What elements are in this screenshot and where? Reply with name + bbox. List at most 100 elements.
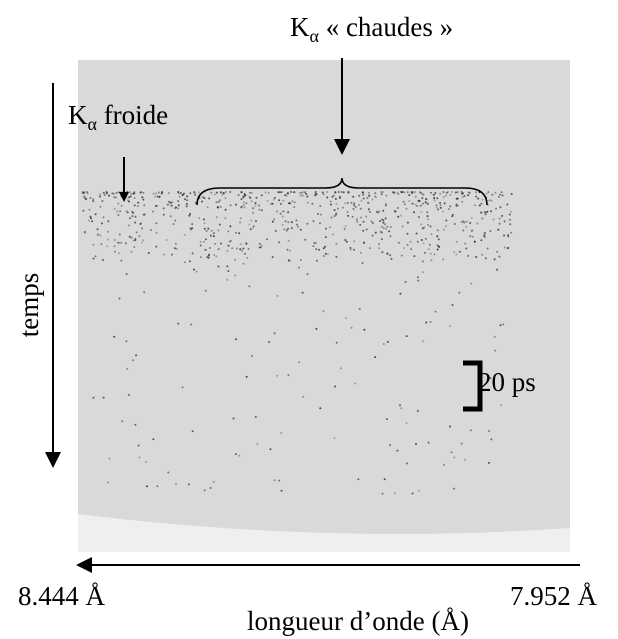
photon-dot [245,242,248,245]
photon-dot [279,202,282,205]
photon-dot [470,217,473,219]
photon-dot [228,240,231,243]
photon-dot [252,212,255,214]
photon-dot [405,422,408,424]
photon-dot [378,210,381,213]
photon-dot [435,204,438,207]
photon-dot [409,240,412,243]
photon-dot [465,220,468,223]
photon-dot [113,196,116,199]
photon-dot [128,235,131,238]
photon-dot [433,196,436,199]
photon-dot [139,191,142,194]
photon-dot [400,191,403,194]
photon-dot [114,250,117,253]
photon-dot [424,251,426,254]
photon-dot [356,220,359,223]
photon-dot [371,198,374,201]
photon-dot [216,206,219,208]
photon-dot [198,217,201,220]
photon-dot [292,191,295,194]
photon-dot [404,280,407,283]
photon-dot [509,223,512,226]
photon-dot [129,217,131,220]
photon-dot [362,191,364,194]
photon-dot [335,255,338,258]
photon-dot [290,227,293,230]
photon-dot [508,213,511,216]
photon-dot [204,238,207,241]
photon-dot [181,386,184,389]
photon-dot [188,214,191,217]
photon-dot [155,192,158,195]
photon-dot [324,245,327,248]
photon-dot [334,385,336,388]
photon-dot [239,248,242,251]
photon-dot [429,321,432,323]
photon-dot [353,248,356,251]
photon-dot [118,191,121,194]
photon-dot [345,240,348,243]
photon-dot [298,361,301,364]
photon-dot [427,218,429,221]
photon-dot [322,193,325,196]
photon-dot [249,196,252,199]
photon-dot [389,254,392,257]
photon-dot [139,222,142,225]
photon-dot [280,432,283,435]
photon-dot [335,341,338,344]
photon-dot [341,206,344,209]
photon-dot [210,229,213,232]
photon-dot [115,192,118,194]
photon-dot [85,191,88,193]
photon-dot [137,201,140,204]
photon-dot [188,260,191,263]
photon-dot [177,204,180,207]
photon-dot [410,191,413,193]
photon-dot [132,192,135,195]
photon-dot [245,375,248,378]
photon-dot [479,204,481,207]
photon-dot [335,242,338,245]
photon-dot [209,234,212,237]
photon-dot [365,228,368,231]
photon-dot [179,191,182,194]
photon-dot [127,393,130,396]
photon-dot [142,191,145,194]
photon-dot [380,231,383,234]
photon-dot [280,489,283,492]
photon-dot [415,232,418,235]
photon-dot [350,326,353,329]
photon-dot [449,425,451,428]
photon-dot [439,201,441,204]
photon-dot [118,297,121,300]
photon-dot [450,451,453,454]
photon-dot [433,253,436,256]
photon-dot [220,242,222,245]
photon-dot [162,207,165,210]
photon-dot [426,215,429,218]
photon-dot [406,221,409,224]
photon-dot [462,229,465,232]
photon-dot [142,213,145,216]
photon-dot [298,266,300,269]
photon-dot [219,199,221,202]
photon-dot [255,220,257,223]
photon-dot [191,227,194,230]
photon-dot [231,247,234,250]
photon-dot [363,241,365,244]
photon-dot [135,231,138,234]
photon-dot [386,225,389,228]
photon-dot [399,214,402,217]
photon-dot [380,225,383,228]
photon-dot [403,203,406,206]
photon-dot [185,205,188,208]
photon-dot [496,250,499,253]
photon-dot [493,335,496,338]
photon-dot [366,197,369,199]
photon-dot [501,214,503,217]
photon-dot [234,274,237,277]
photon-dot [143,291,146,294]
photon-dot [485,192,488,195]
photon-dot [274,230,277,232]
